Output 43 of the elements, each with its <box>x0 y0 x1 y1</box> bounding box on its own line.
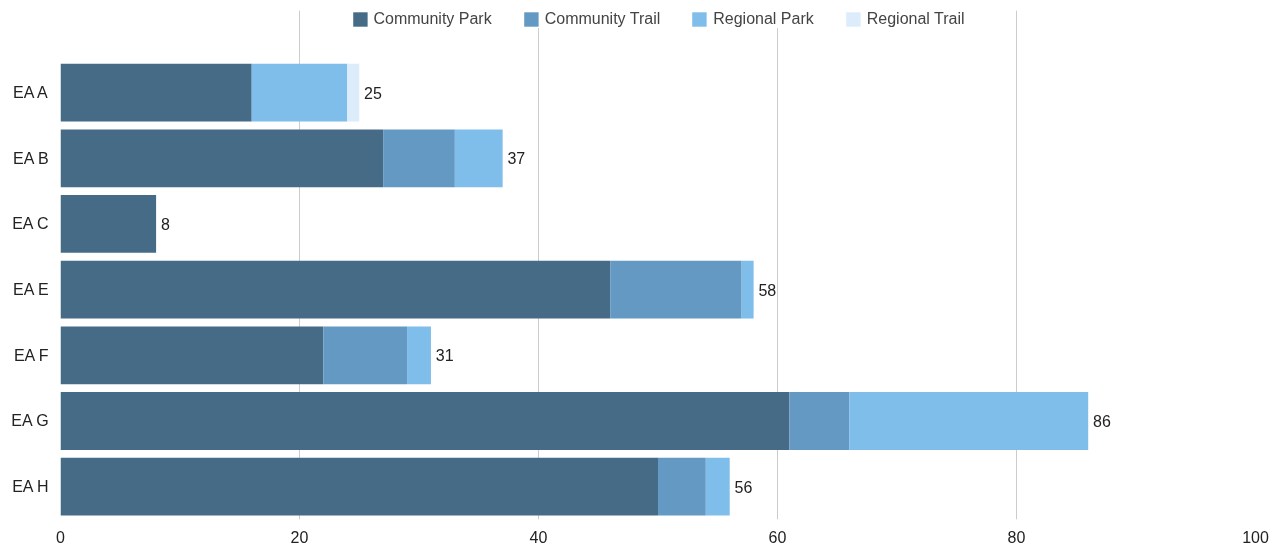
y-tick-label: EA C <box>12 215 49 233</box>
x-tick-label: 100 <box>1242 528 1269 546</box>
bar <box>60 195 157 253</box>
total-label: 56 <box>734 478 753 496</box>
bar <box>789 392 850 450</box>
bar <box>741 260 754 319</box>
bar <box>849 392 1089 450</box>
legend-label: Regional Trail <box>866 10 965 28</box>
bar <box>60 63 252 122</box>
bar <box>60 457 658 516</box>
bar <box>323 326 408 385</box>
legend-label: Community Trail <box>544 10 661 28</box>
y-tick-label: EA A <box>13 84 49 102</box>
bar <box>705 457 730 516</box>
bar <box>251 63 348 122</box>
x-tick-label: 0 <box>56 528 66 546</box>
legend-label: Community Park <box>373 10 492 28</box>
y-tick-label: EA G <box>11 412 49 430</box>
x-tick-label: 80 <box>1007 528 1026 546</box>
total-label: 31 <box>435 347 454 365</box>
bar <box>407 326 431 385</box>
total-label: 8 <box>160 215 170 233</box>
bar <box>347 63 360 122</box>
bar <box>60 326 324 385</box>
y-tick-label: EA B <box>13 149 49 167</box>
bar <box>658 457 706 516</box>
bar <box>383 129 455 188</box>
total-label: 25 <box>364 84 382 102</box>
bar <box>60 392 790 450</box>
total-label: 58 <box>758 281 777 299</box>
total-label: 37 <box>507 150 526 168</box>
legend-label: Regional Park <box>713 10 814 28</box>
bar <box>610 260 742 319</box>
y-tick-label: EA E <box>13 281 49 299</box>
x-tick-label: 20 <box>290 528 309 546</box>
total-label: 86 <box>1092 412 1111 430</box>
y-tick-label: EA F <box>13 346 49 364</box>
bar <box>454 129 503 188</box>
y-tick-label: EA H <box>12 478 49 496</box>
bar <box>60 129 384 188</box>
x-tick-label: 40 <box>529 528 548 546</box>
x-tick-label: 60 <box>768 528 787 546</box>
bar <box>60 260 611 319</box>
